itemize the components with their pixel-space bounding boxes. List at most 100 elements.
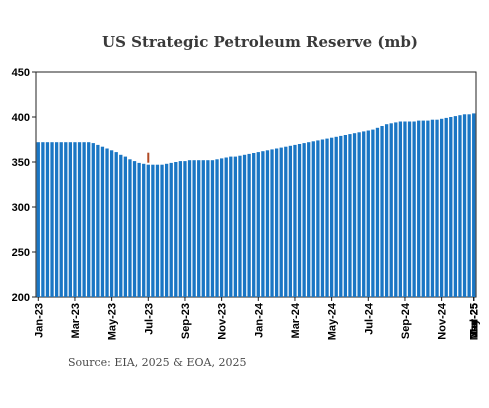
x-tick-label: Jan-24 — [253, 302, 265, 338]
bar — [297, 144, 302, 297]
bar — [421, 120, 425, 297]
x-tick-label: Jul-23 — [143, 303, 155, 335]
bar — [334, 136, 338, 297]
x-tick-label: Nov-24 — [437, 302, 449, 340]
bar — [284, 146, 288, 297]
bar — [329, 137, 334, 297]
annotation-label: Added: 56.20 mb — [263, 0, 394, 4]
bar — [371, 129, 375, 297]
bar — [384, 124, 389, 297]
bar — [274, 148, 279, 297]
bar — [59, 142, 63, 297]
chart-title: US Strategic Petroleum Reserve (mb) — [102, 33, 418, 51]
bar — [192, 160, 196, 297]
bar — [183, 161, 187, 297]
x-tick-label: Nov-23 — [217, 303, 229, 340]
bar — [224, 157, 228, 297]
bar — [375, 127, 380, 297]
bar — [357, 132, 361, 297]
bar — [187, 160, 192, 297]
source-note: Source: EIA, 2025 & EOA, 2025 — [68, 356, 246, 369]
bar — [128, 159, 132, 297]
bar — [41, 142, 45, 297]
bar — [398, 121, 403, 297]
bar — [151, 164, 155, 297]
bar — [174, 162, 178, 297]
x-tick-label: Mar-25 — [469, 303, 481, 338]
bar — [50, 142, 54, 297]
bar — [238, 155, 242, 297]
bar — [142, 163, 146, 297]
bar — [343, 135, 348, 297]
bar — [233, 156, 238, 297]
bar — [155, 164, 160, 297]
bar — [109, 150, 114, 297]
bar — [160, 164, 164, 297]
bar — [114, 152, 118, 297]
bar — [389, 123, 393, 297]
bar — [467, 114, 471, 297]
x-tick-label: Jul-24 — [363, 302, 375, 335]
bar — [119, 154, 123, 297]
bar — [64, 142, 68, 297]
bar — [302, 143, 306, 297]
bar — [96, 144, 100, 297]
bar — [325, 138, 329, 297]
bar — [380, 126, 384, 297]
x-tick-label: Sep-24 — [400, 302, 412, 339]
plot-area: 200 250 300 350 400 450 Jan-23 Mar-23 May-23 Jul-… — [12, 0, 481, 340]
bar — [426, 120, 430, 297]
bar — [206, 160, 210, 297]
bar — [54, 142, 59, 297]
bar — [320, 139, 325, 297]
bar — [82, 142, 86, 297]
bar — [293, 144, 297, 297]
bar — [362, 131, 366, 297]
bar — [352, 133, 357, 297]
bar — [412, 121, 416, 297]
bar — [256, 152, 260, 297]
bar — [394, 122, 398, 298]
bar — [366, 130, 370, 297]
bar — [219, 158, 224, 297]
x-tick-label: Jan-25 — [469, 303, 481, 338]
bar — [265, 150, 270, 297]
bar — [472, 113, 476, 298]
bar — [164, 163, 169, 297]
bar — [307, 142, 311, 297]
y-tick-label: 200 — [12, 292, 30, 304]
x-tick-label: May-25 — [469, 303, 481, 340]
bar — [453, 116, 458, 297]
plot-frame — [35, 71, 477, 298]
x-tick-label: Jul-25 — [469, 303, 481, 335]
bar — [316, 140, 320, 297]
bar — [348, 134, 352, 297]
bar — [430, 119, 435, 297]
bar — [36, 142, 40, 297]
bar — [229, 156, 233, 297]
bar — [311, 141, 315, 297]
y-tick-label: 250 — [12, 247, 30, 259]
y-tick-label: 350 — [12, 157, 30, 169]
bar — [169, 162, 173, 297]
bar — [105, 148, 109, 297]
bar — [417, 120, 421, 297]
bar — [339, 135, 343, 297]
bar — [261, 151, 265, 297]
bar — [279, 147, 283, 297]
bar — [462, 114, 467, 297]
bar — [435, 119, 439, 297]
bar — [146, 164, 150, 297]
bar — [403, 121, 407, 297]
bar — [68, 142, 73, 297]
x-tick-label: May-24 — [327, 302, 339, 340]
bar — [247, 153, 251, 297]
y-tick-label: 300 — [12, 202, 30, 214]
y-tick-label: 400 — [12, 112, 30, 124]
bar — [288, 145, 293, 297]
bar — [252, 153, 256, 297]
bar — [201, 160, 205, 297]
bar — [210, 160, 215, 297]
bar — [407, 121, 412, 297]
